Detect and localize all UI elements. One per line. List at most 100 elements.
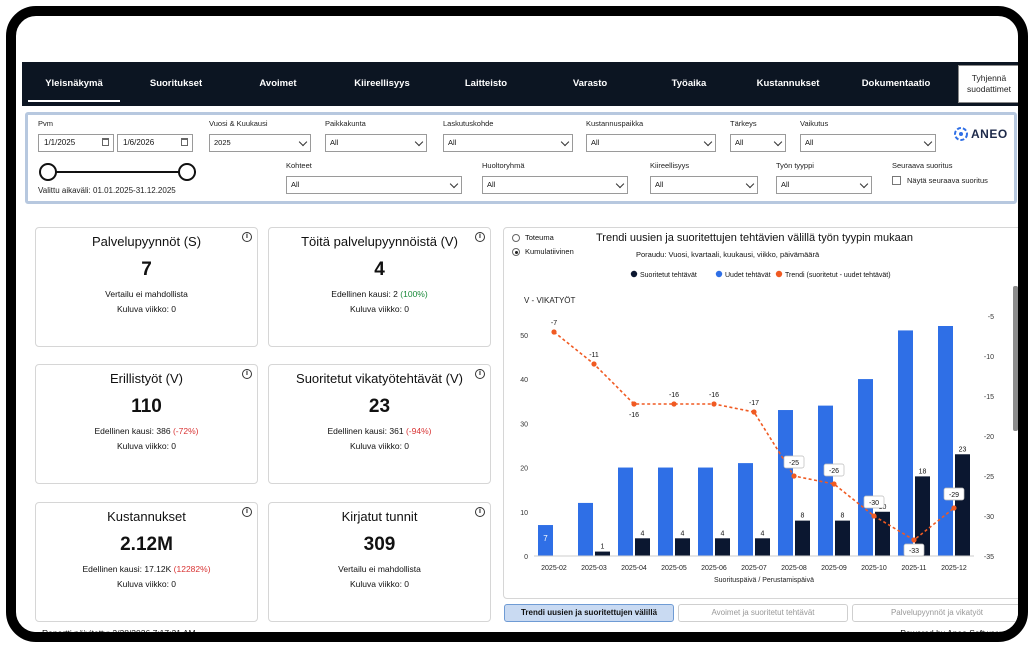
bar-uudet	[698, 467, 713, 556]
tab-yleisnakyma[interactable]: Yleisnäkymä	[22, 62, 126, 106]
trend-label: -29	[949, 492, 959, 499]
info-icon[interactable]: i	[242, 232, 252, 242]
paikkakunta-value: All	[330, 138, 339, 147]
slider-start-handle[interactable]	[39, 163, 57, 181]
seuraava-checkbox[interactable]	[892, 176, 901, 185]
seuraava-label: Seuraava suoritus	[892, 161, 953, 170]
aneo-logo-text: ANEO	[971, 127, 1008, 141]
paikkakunta-select[interactable]: All	[325, 134, 427, 152]
bar-label: 4	[681, 530, 685, 537]
tab-kustannukset[interactable]: Kustannukset	[756, 78, 820, 89]
kpi-title: Palvelupyynnöt (S)	[91, 234, 202, 249]
date-range-slider[interactable]	[48, 171, 196, 173]
radio-kumulatiivinen[interactable]	[512, 248, 520, 256]
kpi-title: Töitä palvelupyynnöistä (V)	[301, 234, 458, 249]
trend-label: -16	[629, 412, 639, 419]
trend-label: -17	[749, 400, 759, 407]
chevron-down-icon	[615, 179, 625, 189]
bar-uudet	[938, 326, 953, 556]
date-start-input[interactable]: 1/1/2025	[38, 134, 114, 152]
y-tick-label: 40	[520, 377, 528, 384]
chart-tab-palvelupyynnot[interactable]: Palvelupyynnöt ja vikatyöt	[852, 604, 1018, 622]
laskutuskohde-label: Laskutuskohde	[443, 119, 494, 128]
bar-suoritetut	[715, 538, 730, 556]
chart-title: Trendi uusien ja suoritettujen tehtävien…	[596, 232, 913, 244]
y-tick-label: 0	[524, 554, 528, 561]
slider-end-handle[interactable]	[178, 163, 196, 181]
tyon-tyyppi-select[interactable]: All	[776, 176, 872, 194]
radio-toteuma[interactable]	[512, 234, 520, 242]
trend-label-box	[783, 455, 805, 469]
kustannuspaikka-value: All	[591, 138, 600, 147]
y2-tick-label: -20	[984, 434, 994, 441]
trend-point	[791, 473, 797, 479]
bar-label: 1	[601, 544, 605, 551]
tab-tyoaika[interactable]: Työaika	[671, 78, 707, 89]
tarkeys-select[interactable]: All	[730, 134, 786, 152]
x-tick-label: 2025-04	[621, 565, 647, 572]
report-updated: Raportti päivitetty: 2/28/2026 7:17:21 A…	[42, 628, 196, 638]
chevron-down-icon	[859, 179, 869, 189]
chevron-down-icon	[449, 179, 459, 189]
trend-chart: Suoritetut tehtävät Uudet tehtävät Trendi …	[520, 270, 994, 584]
trend-label: -16	[709, 392, 719, 399]
bar-uudet	[538, 525, 553, 556]
trend-point	[711, 401, 717, 407]
huoltoryhma-select[interactable]: All	[482, 176, 628, 194]
bar-suoritetut	[675, 538, 690, 556]
tab-suoritukset[interactable]: Suoritukset	[149, 78, 203, 89]
info-icon[interactable]: i	[475, 232, 485, 242]
vuosi-select[interactable]: 2025	[209, 134, 311, 152]
y2-tick-label: -15	[984, 394, 994, 401]
info-icon[interactable]: i	[242, 507, 252, 517]
bar-uudet	[858, 379, 873, 556]
kpi-comparison: Edellinen kausi: 2 (100%)	[269, 289, 490, 299]
kustannuspaikka-select[interactable]: All	[586, 134, 716, 152]
legend-label: Uudet tehtävät	[725, 272, 771, 279]
tab-varasto[interactable]: Varasto	[572, 78, 608, 89]
kohteet-select[interactable]: All	[286, 176, 462, 194]
kpi-value: 7	[141, 259, 152, 280]
chart-scrollbar[interactable]	[1013, 286, 1018, 431]
bar-suoritetut	[835, 520, 850, 556]
kpi-week: Kuluva viikko: 0	[116, 304, 177, 314]
info-icon[interactable]: i	[475, 507, 485, 517]
bar-label: 23	[959, 446, 967, 453]
chevron-down-icon	[298, 137, 308, 147]
kpi-change-negative: (-94%)	[405, 426, 432, 436]
x-tick-label: 2025-05	[661, 565, 687, 572]
info-icon[interactable]: i	[475, 369, 485, 379]
legend-label: Suoritetut tehtävät	[640, 272, 697, 279]
chart-tab-avoimet[interactable]: Avoimet ja suoritetut tehtävät	[678, 604, 848, 622]
chart-tab-trendi[interactable]: Trendi uusien ja suoritettujen välillä	[504, 604, 674, 622]
trend-label-box	[823, 463, 845, 477]
kpi-title: Suoritetut vikatyötehtävät (V)	[296, 371, 463, 386]
kpi-value: 309	[363, 534, 396, 555]
bar-label: 4	[761, 530, 765, 537]
tab-laitteisto[interactable]: Laitteisto	[464, 78, 508, 89]
info-icon[interactable]: i	[242, 369, 252, 379]
kpi-week: Kuluva viikko: 0	[349, 579, 410, 589]
device-frame: Yleisnäkymä Suoritukset Avoimet Kiireell…	[6, 6, 1028, 642]
laskutuskohde-select[interactable]: All	[443, 134, 573, 152]
vaikutus-select[interactable]: All	[800, 134, 936, 152]
legend-marker	[775, 270, 783, 278]
tab-avoimet[interactable]: Avoimet	[259, 78, 297, 89]
tarkeys-value: All	[735, 138, 744, 147]
trend-label-box	[943, 487, 965, 501]
x-tick-label: 2025-03	[581, 565, 607, 572]
trend-point	[591, 361, 597, 367]
kpi-comparison-text: Edellinen kausi: 361	[327, 426, 404, 436]
legend-marker	[630, 270, 638, 278]
clear-filters-button[interactable]: Tyhjennä suodattimet	[958, 65, 1018, 103]
date-end-input[interactable]: 1/6/2026	[117, 134, 193, 152]
date-end-value: 1/6/2026	[123, 138, 155, 147]
x-tick-label: 2025-06	[701, 565, 727, 572]
bar-uudet	[618, 467, 633, 556]
tab-dokumentaatio[interactable]: Dokumentaatio	[861, 78, 931, 89]
tab-kiireellisyys[interactable]: Kiireellisyys	[354, 78, 410, 89]
kiireellisyys-select[interactable]: All	[650, 176, 758, 194]
radio-toteuma-label: Toteuma	[525, 233, 554, 242]
kpi-week: Kuluva viikko: 0	[349, 441, 410, 451]
kpi-card-kirjatut-tunnit: i Kirjatut tunnit 309 Vertailu ei mahdol…	[268, 502, 491, 622]
